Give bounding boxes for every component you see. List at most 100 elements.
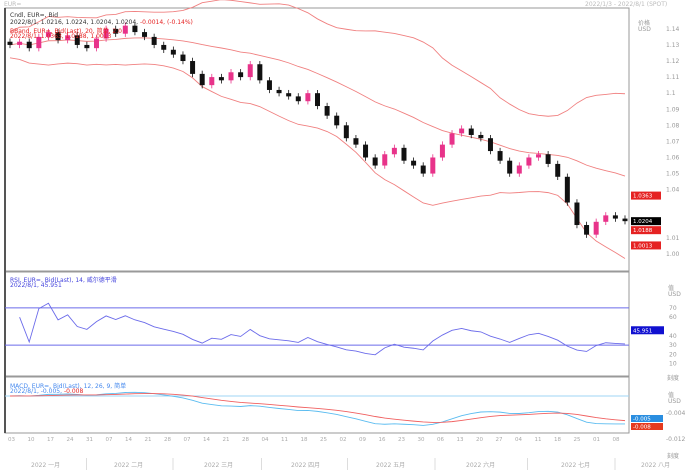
macd-scale[interactable]: 刻度: [667, 453, 680, 460]
candle-body: [593, 221, 599, 235]
last-price-label-bg: [631, 217, 661, 226]
candle-body: [497, 151, 503, 161]
candle-body: [612, 215, 618, 219]
day-tick-label: 18: [554, 437, 561, 443]
candle-body: [266, 80, 272, 90]
rsi-last-label: 45.951: [633, 328, 652, 334]
day-tick-label: 01: [593, 437, 600, 443]
candle-body: [7, 41, 13, 45]
price-tick-label: 1.07: [666, 138, 680, 145]
day-tick-label: 28: [242, 437, 249, 443]
candle-body: [209, 77, 215, 86]
bband-lower: [9, 57, 626, 259]
macd-last-label: -0.005: [633, 417, 651, 423]
candle-body: [324, 106, 330, 116]
price-legend-1: Cndl, EUR=, Bid: [10, 12, 59, 19]
candle-body: [17, 41, 23, 45]
candle-body: [430, 157, 436, 174]
bb-mid-label-bg: [631, 226, 661, 235]
candle-body: [142, 32, 148, 37]
candle-body: [55, 32, 61, 41]
day-tick-label: 02: [340, 437, 347, 443]
price-tick-label: 1.04: [666, 187, 680, 194]
candle-body: [507, 160, 513, 174]
bb-upper-label: 1.0363: [633, 194, 653, 200]
macd-label-bg: [631, 415, 663, 422]
candle-body: [516, 165, 522, 174]
bb-mid-label: 1.0188: [633, 228, 653, 234]
day-tick-label: 07: [106, 437, 113, 443]
month-label: 2022 一月: [31, 462, 60, 469]
signal-label-bg: [631, 423, 663, 430]
candle-body: [420, 165, 426, 174]
day-tick-label: 31: [86, 437, 93, 443]
candle-body: [228, 72, 234, 81]
candle-body: [218, 77, 224, 81]
date-range: 2022/1/3 - 2022/8/1 (SPOT): [585, 1, 668, 8]
day-tick-label: 07: [184, 437, 191, 443]
candle-body: [113, 28, 119, 34]
candle-body: [93, 38, 99, 49]
day-tick-label: 18: [301, 437, 308, 443]
candle-body: [132, 25, 138, 33]
candle-body: [459, 128, 465, 134]
day-tick-label: 21: [145, 437, 152, 443]
rsi-scale[interactable]: 刻度: [667, 375, 680, 382]
candle-body: [334, 115, 340, 126]
day-tick-label: 24: [67, 437, 74, 443]
price-tick-label: 1.08: [666, 122, 680, 129]
macd-axis-title: 值: [668, 392, 675, 399]
price-legend-values: 2022/8/1, 1.0216, 1.0224, 1.0204, 1.0204…: [10, 19, 139, 26]
month-label: 2022 五月: [376, 462, 405, 469]
candle-body: [411, 160, 417, 166]
rsi-tick-label: 30: [669, 342, 677, 349]
candle-body: [276, 89, 282, 94]
candle-body: [26, 41, 32, 49]
price-legend-change: -0.0014, (-0.14%): [140, 19, 193, 26]
day-tick-label: 16: [379, 437, 386, 443]
rsi-last-bg: [631, 326, 664, 335]
candle-body: [84, 44, 90, 49]
bband-middle: [9, 37, 626, 177]
candle-body: [286, 93, 292, 97]
rsi-tick-label: 70: [669, 305, 677, 312]
month-label: 2022 八月: [641, 462, 670, 469]
day-tick-label: 17: [47, 437, 54, 443]
candle-body: [622, 218, 628, 222]
candle-body: [382, 154, 388, 166]
day-tick-label: 14: [203, 437, 210, 443]
month-label: 2022 七月: [561, 461, 590, 469]
price-axis-unit: USD: [638, 26, 651, 33]
price-tick-label: 1.09: [666, 106, 680, 113]
candle-body: [574, 202, 580, 226]
day-tick-label: 27: [496, 437, 503, 443]
candle-body: [545, 154, 551, 164]
bband-values: 2022/8/1, 1.0363, 1.0188, 1.0013: [10, 33, 112, 40]
bband-legend: BBand, EUR=, Bid(Last), 20, 简单, 2.0: [10, 28, 122, 35]
candle-body: [103, 28, 109, 39]
day-tick-label: 10: [28, 437, 35, 443]
day-tick-label: 04: [262, 437, 269, 443]
day-tick-label: 06: [437, 437, 444, 443]
candle-body: [257, 64, 263, 81]
day-tick-label: 14: [125, 437, 132, 443]
month-label: 2022 四月: [291, 462, 320, 469]
macd-legend: MACD, EUR=, Bid(Last), 12, 26, 9, 简单: [10, 383, 127, 390]
candle-body: [564, 176, 570, 203]
day-tick-label: 03: [8, 437, 15, 443]
candle-body: [449, 133, 455, 145]
day-tick-label: 30: [418, 437, 425, 443]
day-tick-label: 13: [457, 437, 464, 443]
macd-axis-unit: USD: [668, 398, 681, 405]
candle-body: [363, 144, 369, 158]
rsi-values: 2022/8/1, 45.951: [10, 282, 62, 289]
price-tick-label: 1.01: [666, 235, 680, 242]
candle-body: [478, 134, 484, 139]
macd-values: 2022/8/1, -0.005,: [10, 388, 63, 395]
candle-body: [439, 144, 445, 158]
candle-body: [555, 163, 561, 177]
day-tick-label: 20: [476, 437, 483, 443]
month-label: 2022 三月: [204, 462, 233, 469]
candle-body: [603, 215, 609, 222]
